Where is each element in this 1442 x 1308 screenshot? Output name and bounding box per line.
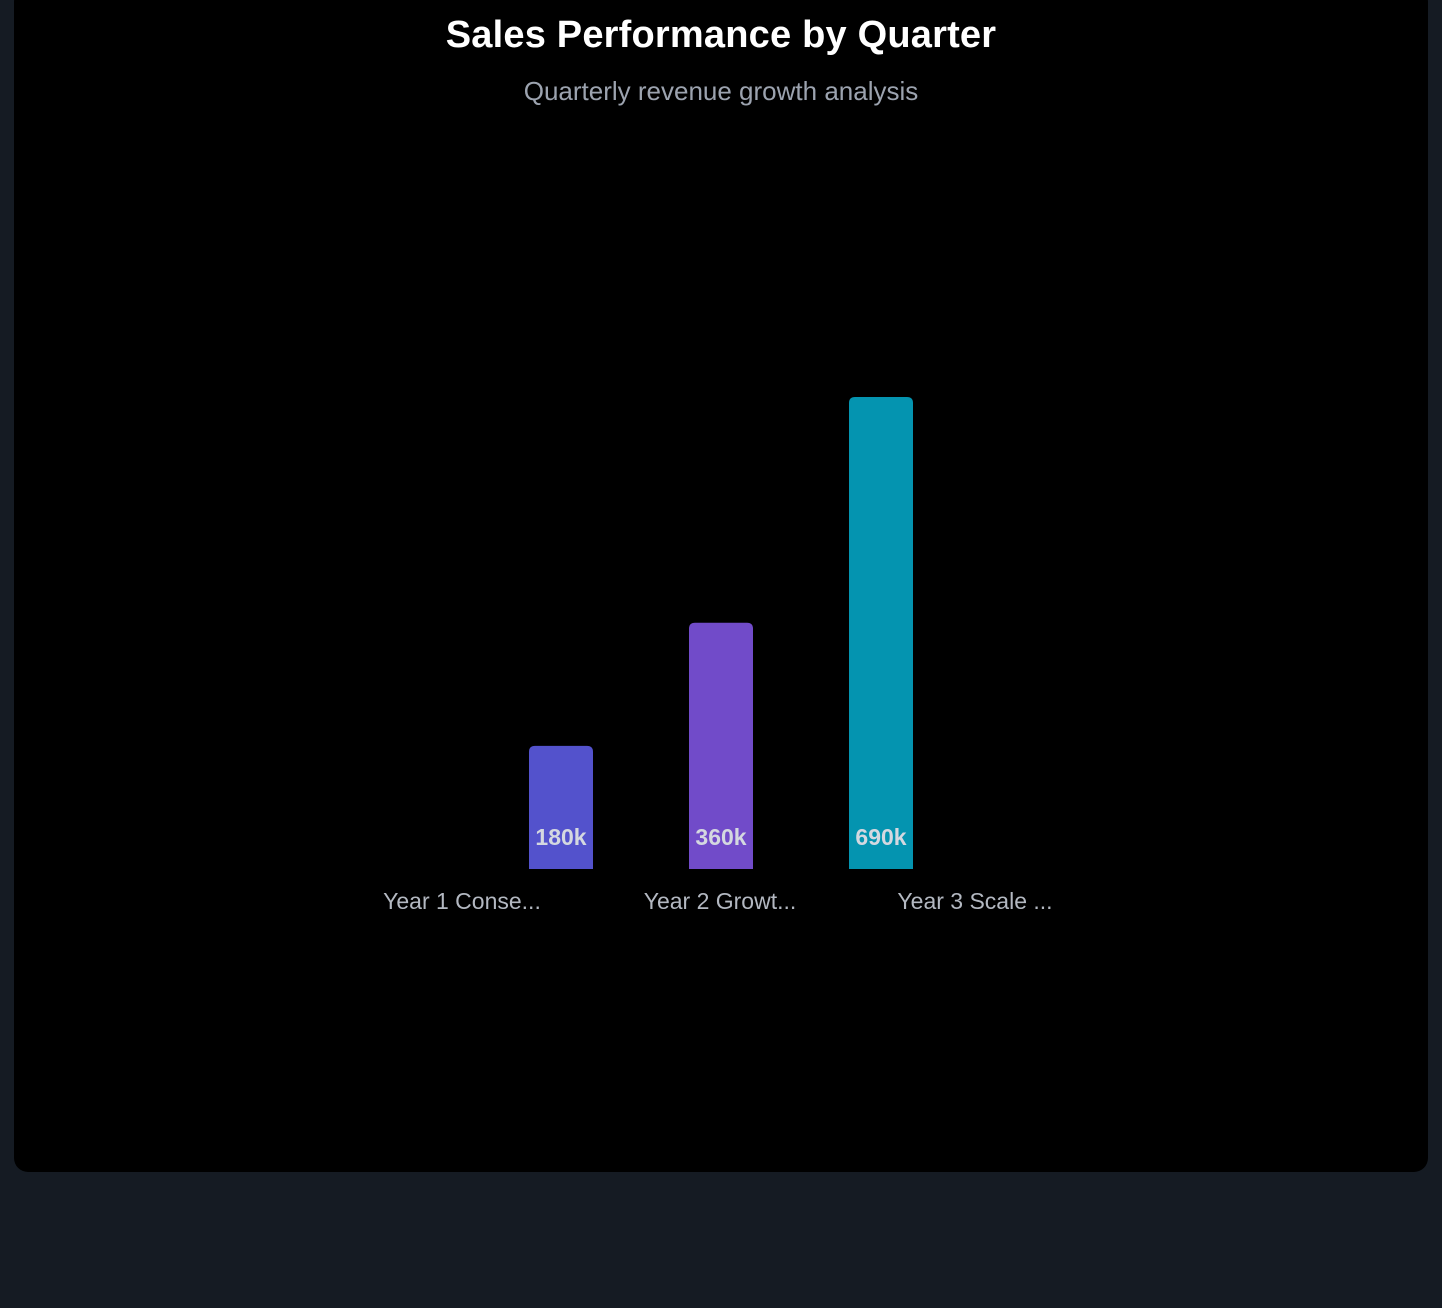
chart-card (14, 0, 1428, 1172)
category-label: Year 2 Growt... (644, 888, 797, 914)
bar-value-label: 690k (855, 824, 906, 850)
chart-subtitle: Quarterly revenue growth analysis (523, 76, 919, 106)
category-label: Year 1 Conse... (383, 888, 541, 914)
bar-value-label: 180k (535, 824, 586, 850)
bar-1 (529, 745, 593, 869)
category-label: Year 3 Scale ... (897, 888, 1052, 914)
bar-value-label: 360k (695, 824, 746, 850)
chart-title: Sales Performance by Quarter (445, 14, 997, 56)
bar-2 (689, 622, 753, 869)
bar-3 (849, 397, 913, 869)
